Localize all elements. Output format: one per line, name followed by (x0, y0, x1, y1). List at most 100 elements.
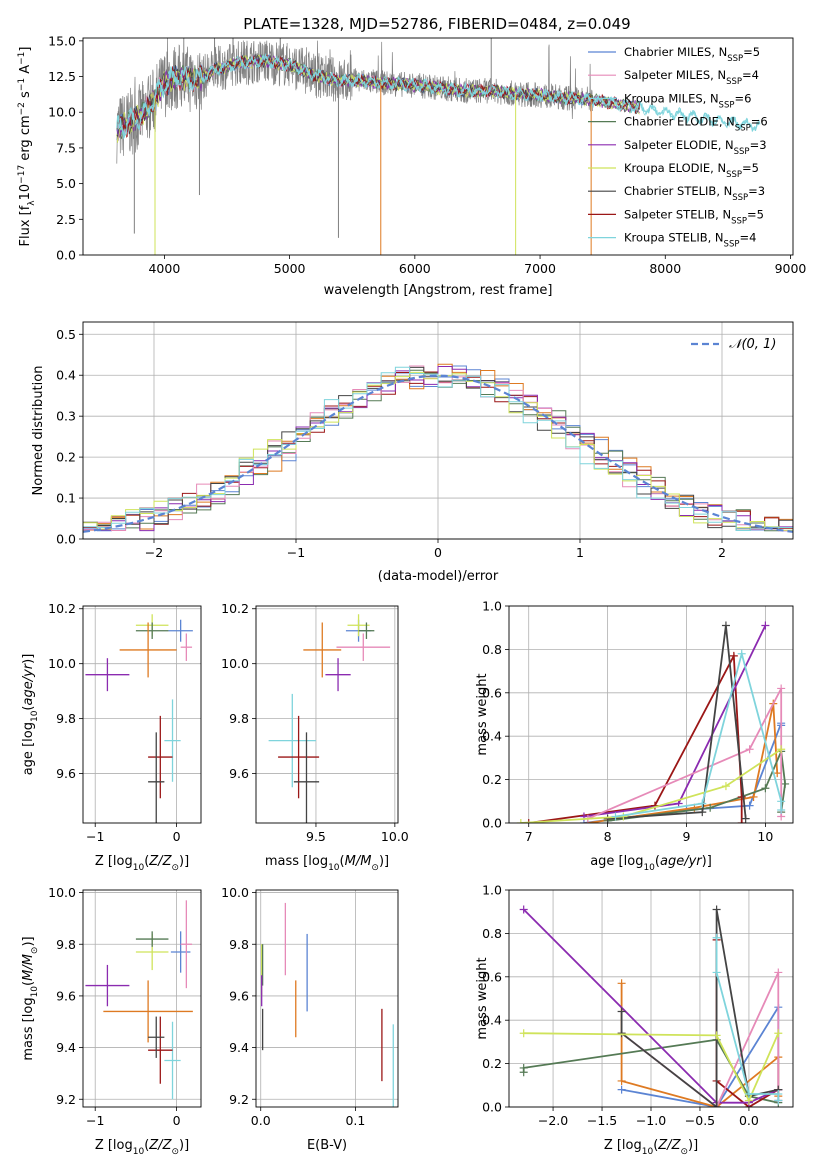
ylabel-part: ] (18, 47, 33, 52)
age-vs-mass-panel: 9.5 10.0 9.6 9.8 10.0 10.2 mass [log10(M/M⊙)] (221, 601, 409, 873)
weight-marker (737, 792, 746, 801)
ylabel-part: −17 (17, 165, 27, 184)
legend-label: Salpeter STELIB, NSSP=5 (624, 207, 764, 226)
legend-suffix: =6 (734, 91, 751, 105)
legend-suffix: =3 (750, 138, 767, 152)
y-tick-label: 9.8 (229, 711, 249, 726)
label-part: age [log (21, 722, 36, 775)
legend-text: Salpeter MILES, N (624, 68, 726, 82)
y-tick-label: 10.0 (221, 656, 249, 671)
weight-lines (519, 905, 783, 1107)
weight-marker (519, 1063, 528, 1072)
label-part: 10 (133, 1147, 145, 1157)
y-tick-label: 0.5 (56, 327, 76, 342)
label-part: ( (144, 854, 149, 869)
legend-subscript: SSP (735, 124, 751, 134)
weight-marker (698, 799, 707, 808)
model-spectrum-5 (116, 54, 640, 143)
weight-series-7 (523, 1032, 780, 1103)
errorbar-point (325, 658, 351, 692)
errorbar-point (293, 732, 320, 823)
model-spectrum-6 (116, 53, 640, 138)
x-tick-label: 10.0 (381, 829, 409, 844)
weight-marker (524, 819, 533, 823)
weight-marker (712, 968, 721, 977)
y-tick-label: 0.4 (482, 1013, 502, 1028)
y-tick-label: 0.0 (482, 816, 502, 831)
x-tick-label: 5000 (274, 261, 306, 276)
weight-lines (516, 621, 790, 823)
y-tick-label: 1.0 (482, 883, 502, 898)
legend-text: Chabrier MILES, N (624, 45, 727, 59)
label-part: 10 (30, 710, 40, 722)
weight-marker (729, 651, 738, 660)
axes-frame (82, 37, 794, 256)
axes-frame (82, 605, 202, 824)
x-tick-label: 1 (576, 545, 584, 560)
label-part: 10 (30, 986, 40, 998)
x-tick-label: −2 (145, 545, 163, 560)
y-tick-label: 0.8 (482, 642, 502, 657)
residual-histogram-8 (83, 366, 793, 532)
weight-marker (617, 1007, 626, 1016)
ylabel-part: A (18, 65, 33, 78)
errorbar-point (336, 633, 391, 661)
weight-marker (774, 1029, 783, 1038)
legend-text: Kroupa STELIB, N (624, 231, 724, 245)
errorbar-point (358, 622, 375, 639)
label-part: Z [log (604, 1138, 642, 1153)
axes-frame (82, 321, 794, 540)
legend-label: Kroupa STELIB, NSSP=4 (624, 231, 756, 250)
y-tick-label: 7.5 (56, 140, 76, 155)
x-tick-label: 0 (173, 1113, 181, 1128)
massweight-vs-age-xlabel: age [log10(age/yr)] (590, 854, 712, 873)
y-tick-label: 0.6 (482, 685, 502, 700)
y-tick-label: 9.8 (56, 937, 76, 952)
weight-marker (617, 1085, 626, 1094)
errorbar-point (119, 622, 177, 678)
legend-label: Kroupa ELODIE, NSSP=5 (624, 161, 759, 180)
legend-suffix: =4 (742, 68, 759, 82)
label-part: Z [log (95, 1138, 133, 1153)
label-part: 10 (133, 863, 145, 873)
label-part: ⊙ (680, 1147, 688, 1157)
weight-marker (777, 745, 786, 754)
legend-label: 𝒩(0, 1) (729, 337, 776, 352)
weight-marker (516, 819, 525, 823)
x-tick-label: 9000 (775, 261, 807, 276)
x-tick-label: 7 (525, 829, 533, 844)
errorbar-point (164, 1021, 181, 1100)
figure-title: PLATE=1328, MJD=52786, FIBERID=0484, z=0… (243, 15, 630, 33)
age-vs-mass-xlabel: mass [log10(M/M⊙)] (265, 854, 389, 873)
errorbar-point (268, 693, 316, 788)
x-tick-label: 6000 (399, 261, 431, 276)
weight-marker (774, 968, 783, 977)
y-tick-label: 0.8 (482, 926, 502, 941)
weight-marker (745, 801, 754, 810)
x-tick-label: −1 (86, 1113, 104, 1128)
massweight-vs-Z-panel: −2.0 −1.5 −1.0 −0.5 0.0 0.0 0.2 0.4 0.6 0.8 1.0 mas… (475, 883, 794, 1157)
legend-text: Chabrier STELIB, N (624, 184, 732, 198)
y-tick-label: 0.1 (56, 491, 76, 506)
label-part: ⊙ (171, 1147, 179, 1157)
axes-frame (508, 889, 794, 1108)
spectrum-xlabel: wavelength [Angstrom, rest frame] (324, 283, 553, 298)
y-tick-label: 9.6 (56, 766, 76, 781)
histograms (83, 363, 793, 533)
mass-vs-Z-ylabel: mass [log10(M/M⊙)] (21, 936, 40, 1060)
errorbars (268, 614, 391, 823)
errorbar-point (148, 715, 173, 799)
x-tick-label: 10 (757, 829, 773, 844)
ylabel-part: λ (27, 200, 37, 206)
mass-vs-Z-panel: −1 09.29.49.69.810.0Z [log10(Z/Z⊙)]mass [… (21, 885, 202, 1157)
ylabel-part: −1 (17, 52, 27, 65)
y-tick-label: 2.5 (56, 212, 76, 227)
legend-label: Chabrier STELIB, NSSP=3 (624, 184, 765, 203)
label-part: ( (144, 1138, 149, 1153)
x-tick-label: −1 (287, 545, 305, 560)
weight-marker (777, 684, 786, 693)
errorbar-point (135, 622, 169, 639)
label-part: )] (179, 1138, 189, 1153)
weight-marker (712, 905, 721, 914)
weight-marker (698, 808, 707, 817)
